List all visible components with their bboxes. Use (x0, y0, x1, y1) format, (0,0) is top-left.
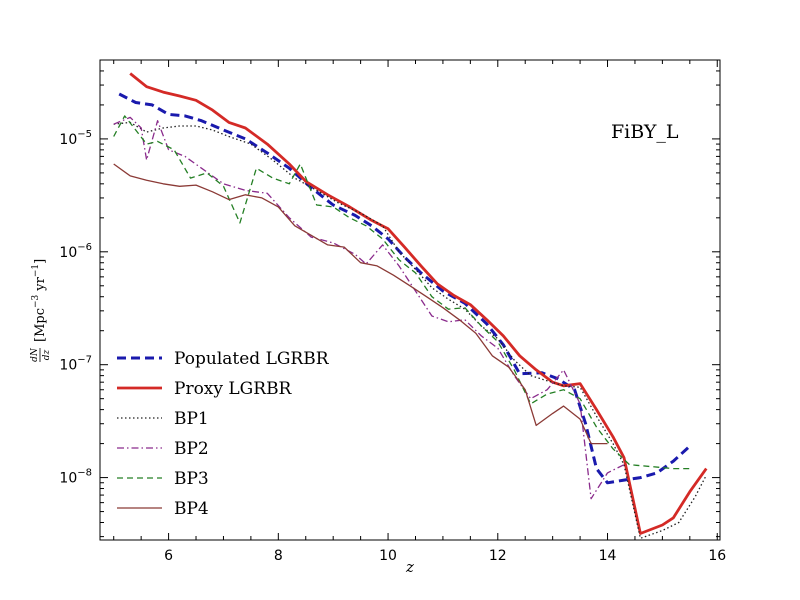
series-line-bp1 (113, 121, 707, 539)
legend: Populated LGRBR Proxy LGRBR BP1 BP2 BP3 BP4 (117, 349, 330, 519)
legend-label-proxy-lgrbr: Proxy LGRBR (174, 379, 293, 399)
series-layer (113, 72, 708, 539)
x-tick-label: 8 (274, 548, 283, 564)
x-axis-label: z (405, 558, 414, 576)
legend-label-bp1: BP1 (174, 409, 209, 429)
legend-label-bp3: BP3 (174, 469, 209, 489)
y-tick-label: 10−7 (59, 355, 92, 374)
x-tick-label: 12 (489, 548, 507, 564)
y-label-frac-num: dN (30, 347, 40, 362)
x-tick-label: 14 (599, 548, 617, 564)
legend-label-populated-lgrbr: Populated LGRBR (174, 349, 330, 369)
x-tick-label: 10 (379, 548, 397, 564)
y-tick-label: 10−6 (59, 242, 92, 261)
y-axis-label: dN dz [Mpc−3yr−1] (30, 259, 52, 362)
y-tick-label: 10−8 (59, 468, 92, 487)
x-tick-label: 6 (164, 548, 173, 564)
annotation-fiby: FiBY_L (611, 121, 679, 143)
series-line-bp4 (113, 163, 608, 445)
y-tick-label: 10−5 (59, 129, 92, 148)
legend-label-bp4: BP4 (174, 499, 209, 519)
tick-layer: 6 8 10 12 14 16 10−8 10−7 10−6 10−5 (59, 59, 726, 564)
y-label-units: [Mpc−3yr−1] (31, 259, 48, 342)
plot-frame (99, 59, 721, 541)
y-label-frac-den: dz (42, 349, 52, 360)
legend-label-bp2: BP2 (174, 439, 209, 459)
series-line-bp3 (113, 115, 690, 470)
series-line-populated-lgrbr (118, 92, 691, 485)
series-line-proxy-lgrbr (129, 72, 708, 535)
x-tick-label: 16 (708, 548, 726, 564)
